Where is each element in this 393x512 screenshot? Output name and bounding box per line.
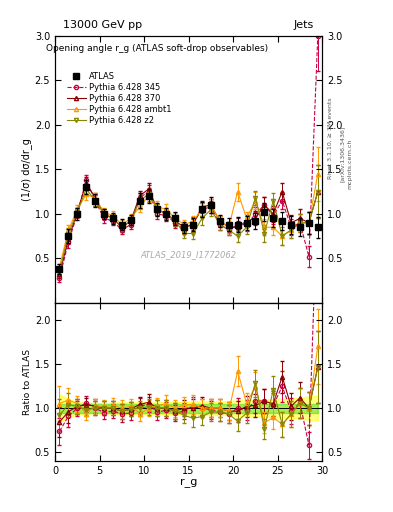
Text: ATLAS_2019_I1772062: ATLAS_2019_I1772062 (141, 250, 237, 260)
Legend: ATLAS, Pythia 6.428 345, Pythia 6.428 370, Pythia 6.428 ambt1, Pythia 6.428 z2: ATLAS, Pythia 6.428 345, Pythia 6.428 37… (67, 72, 171, 125)
Text: mcplots.cern.ch: mcplots.cern.ch (348, 139, 353, 189)
Text: Jets: Jets (294, 20, 314, 31)
Y-axis label: Ratio to ATLAS: Ratio to ATLAS (23, 349, 32, 415)
X-axis label: r_g: r_g (180, 478, 197, 488)
Text: Rivet 3.1.10, ≥ 3M events: Rivet 3.1.10, ≥ 3M events (328, 97, 333, 179)
Y-axis label: (1/σ) dσ/dr_g: (1/σ) dσ/dr_g (21, 138, 32, 201)
Text: 13000 GeV pp: 13000 GeV pp (63, 20, 142, 31)
Text: Opening angle r_g (ATLAS soft-drop observables): Opening angle r_g (ATLAS soft-drop obser… (46, 44, 268, 53)
Text: [arXiv:1306.3436]: [arXiv:1306.3436] (340, 125, 345, 182)
